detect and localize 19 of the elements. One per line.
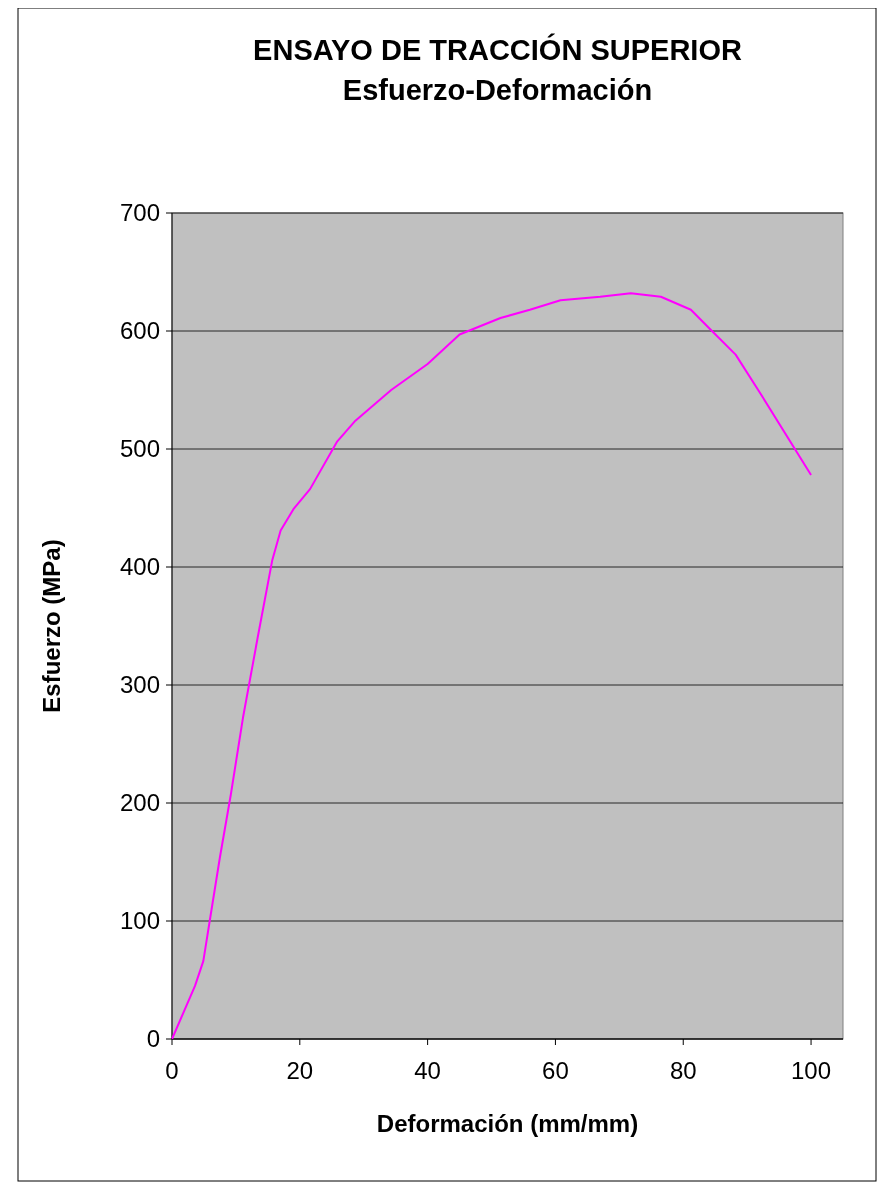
chart-subtitle: Esfuerzo-Deformación <box>342 74 653 106</box>
y-tick-label: 0 <box>146 1025 160 1053</box>
y-tick-label: 400 <box>119 553 160 581</box>
y-tick-label: 300 <box>119 671 160 699</box>
x-tick-label: 100 <box>791 1057 832 1084</box>
chart-title: ENSAYO DE TRACCIÓN SUPERIOR <box>253 33 742 66</box>
x-tick-label: 0 <box>165 1057 179 1084</box>
x-tick-label: 20 <box>286 1057 314 1084</box>
x-axis-title: Deformación (mm/mm) <box>376 1110 639 1137</box>
y-tick-label: 600 <box>119 317 160 345</box>
y-tick-label: 700 <box>119 199 160 227</box>
x-tick-label: 40 <box>414 1057 441 1084</box>
y-axis-title: Esfuerzo (MPa) <box>38 539 65 713</box>
line-series <box>171 292 813 1040</box>
y-tick-label: 500 <box>119 435 160 463</box>
y-tick-label: 200 <box>119 789 160 817</box>
x-tick-label: 80 <box>669 1057 697 1084</box>
x-tick-label: 60 <box>542 1057 569 1084</box>
y-tick-label: 100 <box>119 907 160 935</box>
